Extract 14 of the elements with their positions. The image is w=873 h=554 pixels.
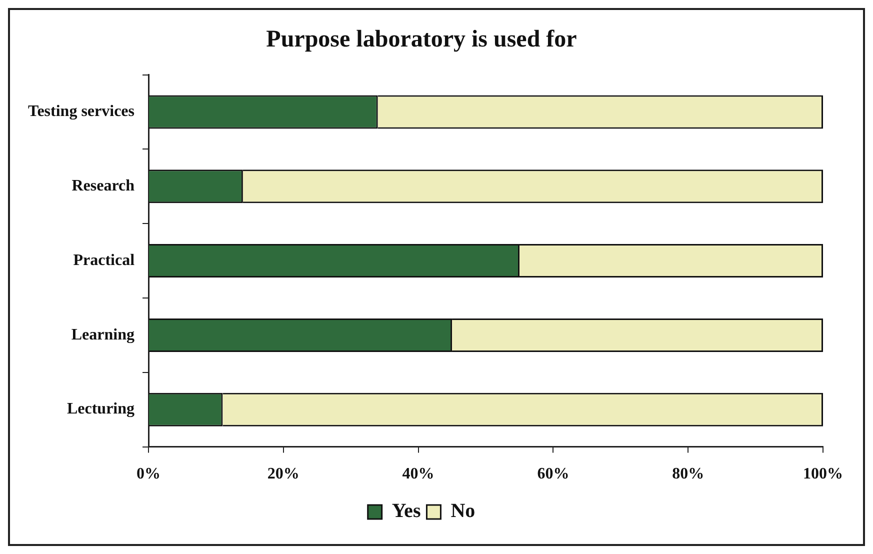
legend-label: No [450, 500, 476, 522]
y-tick-label: Lecturing [66, 400, 135, 418]
x-tick-label: 100% [803, 466, 843, 483]
y-tick-label: Practical [73, 252, 136, 269]
x-tick-label: 20% [267, 466, 300, 483]
legend-label: Yes [392, 500, 421, 522]
y-tick-label: Learning [71, 326, 135, 344]
x-tick-label: 60% [537, 466, 570, 483]
y-tick-label: Testing services [28, 103, 135, 120]
y-tick-label: Research [72, 178, 135, 195]
chart-title: Purpose laboratory is used for [266, 26, 578, 53]
x-tick-label: 0% [136, 466, 161, 483]
x-tick-label: 80% [672, 466, 704, 483]
x-tick-label: 40% [402, 466, 434, 483]
